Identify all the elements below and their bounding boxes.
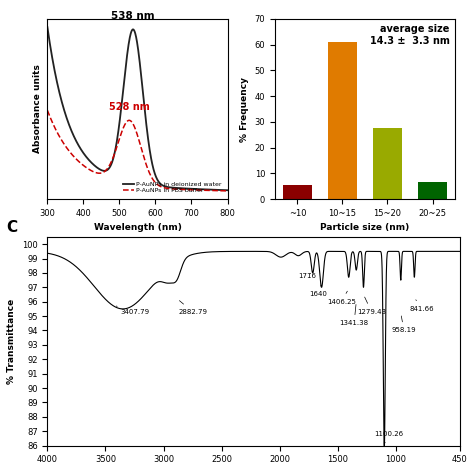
Text: average size
14.3 ±  3.3 nm: average size 14.3 ± 3.3 nm: [370, 24, 450, 46]
Y-axis label: Absorbance units: Absorbance units: [33, 64, 42, 154]
P-AuNPs in PBS buffer: [151, 178, 156, 183]
Text: 538 nm: 538 nm: [111, 11, 155, 21]
P-AuNPs in deionized water: [180, 185, 186, 191]
Text: 528 nm: 528 nm: [109, 102, 150, 112]
X-axis label: Wavelength (nm): Wavelength (nm): [93, 223, 182, 232]
P-AuNPs in deionized water: [165, 184, 171, 190]
Text: 1406.25: 1406.25: [327, 291, 356, 305]
Bar: [283, 185, 312, 199]
X-axis label: Particle size (nm): Particle size (nm): [320, 223, 410, 232]
Bar: [373, 128, 402, 199]
P-AuNPs in deionized water: [91, 162, 97, 168]
P-AuNPs in PBS buffer: [126, 118, 132, 123]
Legend: P-AuNPs in deionized water, P-AuNPs in PBS buffer: P-AuNPs in deionized water, P-AuNPs in P…: [120, 179, 224, 196]
P-AuNPs in PBS buffer: [180, 187, 186, 192]
Text: 3407.79: 3407.79: [116, 306, 149, 315]
Text: 1716: 1716: [299, 273, 317, 279]
Text: 2882.79: 2882.79: [178, 301, 207, 315]
Bar: [328, 42, 357, 199]
P-AuNPs in deionized water: [151, 166, 156, 172]
Y-axis label: % Transmittance: % Transmittance: [8, 299, 17, 384]
P-AuNPs in PBS buffer: [76, 159, 82, 165]
Line: P-AuNPs in PBS buffer: P-AuNPs in PBS buffer: [47, 110, 228, 191]
P-AuNPs in PBS buffer: [91, 169, 97, 175]
Bar: [418, 182, 447, 199]
Text: 958.19: 958.19: [392, 316, 416, 333]
P-AuNPs in deionized water: [76, 144, 82, 149]
P-AuNPs in deionized water: [126, 40, 132, 46]
Text: C: C: [6, 220, 17, 235]
P-AuNPs in PBS buffer: [225, 188, 230, 194]
Text: 1640: 1640: [309, 286, 327, 297]
Text: 1100.26: 1100.26: [374, 431, 403, 444]
Y-axis label: % Frequency: % Frequency: [240, 76, 249, 142]
P-AuNPs in deionized water: [225, 187, 230, 193]
P-AuNPs in PBS buffer: [45, 108, 50, 113]
Text: 1341.38: 1341.38: [339, 304, 369, 326]
P-AuNPs in PBS buffer: [165, 185, 171, 191]
Text: 841.66: 841.66: [409, 300, 434, 312]
Text: 1279.43: 1279.43: [357, 297, 386, 315]
Line: P-AuNPs in deionized water: P-AuNPs in deionized water: [47, 27, 228, 190]
P-AuNPs in deionized water: [45, 24, 50, 30]
